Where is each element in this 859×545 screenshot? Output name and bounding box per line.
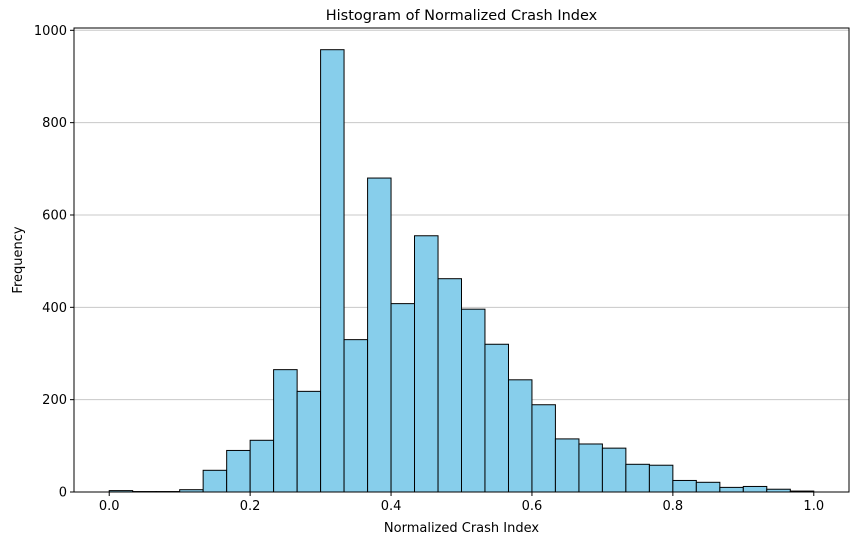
y-tick-label: 1000 xyxy=(34,24,67,39)
histogram-bar xyxy=(484,343,509,493)
histogram-bar xyxy=(719,486,744,493)
histogram-bar xyxy=(390,303,416,493)
histogram-bar xyxy=(273,369,298,493)
histogram-bar xyxy=(507,379,533,493)
y-tick-label: 600 xyxy=(42,208,67,223)
x-tick-label: 0.4 xyxy=(381,499,402,514)
grid-lines xyxy=(74,29,849,401)
histogram-bar xyxy=(202,469,228,493)
histogram-bar xyxy=(367,177,392,493)
y-axis-label: Frequency xyxy=(11,226,26,293)
x-axis-ticks: 0.0 0.2 0.4 0.6 0.8 1.0 xyxy=(99,492,824,514)
histogram-bar xyxy=(296,390,322,493)
y-axis-ticks: 0 200 400 600 800 1000 xyxy=(34,24,74,501)
histogram-bar xyxy=(437,278,462,493)
y-tick-label: 400 xyxy=(42,301,67,316)
y-tick-label: 800 xyxy=(42,116,67,131)
histogram-bar xyxy=(742,485,768,493)
histogram-bar xyxy=(226,449,251,493)
y-tick-label: 0 xyxy=(59,486,67,501)
histogram-bars xyxy=(108,49,815,493)
histogram-bar xyxy=(648,464,674,493)
histogram-bar xyxy=(554,438,580,493)
histogram-bar xyxy=(343,339,369,493)
histogram-bar xyxy=(601,447,627,493)
x-tick-label: 0.8 xyxy=(663,499,684,514)
chart-title: Histogram of Normalized Crash Index xyxy=(326,8,598,24)
histogram-bar xyxy=(578,443,603,493)
x-tick-label: 0.6 xyxy=(522,499,543,514)
y-tick-label: 200 xyxy=(42,393,67,408)
histogram-bar xyxy=(531,404,556,493)
histogram-bar xyxy=(461,308,486,493)
histogram-bar xyxy=(414,235,439,493)
plot-area-frame xyxy=(73,27,850,493)
x-tick-label: 0.0 xyxy=(99,499,120,514)
histogram-bar xyxy=(320,49,345,493)
x-axis-label: Normalized Crash Index xyxy=(384,521,539,536)
x-tick-label: 1.0 xyxy=(803,499,824,514)
histogram-bar xyxy=(625,463,650,493)
x-tick-label: 0.2 xyxy=(240,499,261,514)
histogram-bar xyxy=(672,479,697,493)
histogram-bar xyxy=(695,481,721,493)
histogram-bar xyxy=(249,439,275,493)
